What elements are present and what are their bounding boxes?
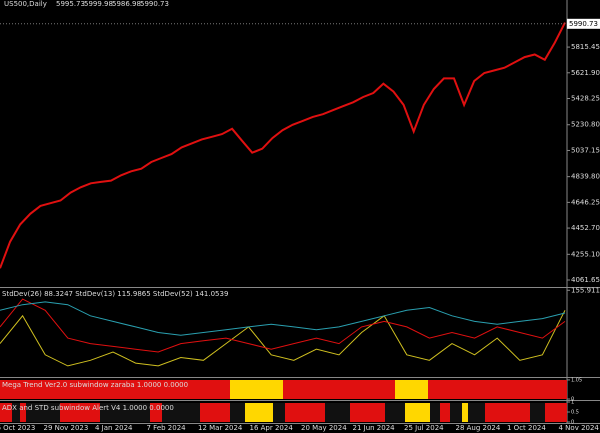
y-tick-label: 4061.65 xyxy=(571,276,600,284)
x-tick-label: 4 Nov 2024 xyxy=(559,424,600,432)
x-tick-label: 4 Jan 2024 xyxy=(95,424,133,432)
y-tick-label: 5815.45 xyxy=(571,43,600,51)
y-tick-label: 1.05 xyxy=(571,377,582,383)
current-price: 5990.73 xyxy=(569,20,598,28)
y-tick-label: 4255.10 xyxy=(571,250,600,258)
header-value: 5986.98 xyxy=(112,0,141,8)
x-tick-label: 21 Jun 2024 xyxy=(353,424,396,432)
series-line xyxy=(0,310,566,367)
x-tick-label: 20 May 2024 xyxy=(301,424,347,432)
x-tick-label: 29 Nov 2023 xyxy=(44,424,89,432)
series-line xyxy=(0,298,566,353)
current-price-box xyxy=(567,18,600,29)
y-tick-label: 1 xyxy=(571,400,574,406)
y-tick-label: 5621.90 xyxy=(571,69,600,77)
y-tick-label: 5037.15 xyxy=(571,146,600,154)
x-tick-label: 26 Oct 2023 xyxy=(0,424,35,432)
y-tick-label: 5230.80 xyxy=(571,121,600,129)
panel-title: Mega Trend Ver2.0 subwindow zaraba 1.000… xyxy=(2,381,188,389)
y-tick-label: 0 xyxy=(571,420,574,426)
y-tick-label: 0 xyxy=(571,397,574,403)
header-symbol: US500,Daily xyxy=(4,0,47,8)
y-tick-label: 0.5 xyxy=(571,410,579,416)
header-value: 5999.98 xyxy=(84,0,113,8)
y-tick-label: 5428.25 xyxy=(571,95,600,103)
mega-trend-blocks xyxy=(0,380,567,399)
x-tick-label: 25 Jul 2024 xyxy=(404,424,444,432)
panel-title: StdDev(26) 88.3247 StdDev(13) 115.9865 S… xyxy=(2,290,228,298)
x-tick-label: 7 Feb 2024 xyxy=(147,424,187,432)
series-line xyxy=(0,301,566,336)
y-tick-label: 4452.70 xyxy=(571,224,600,232)
y-tick-label: 155.9114 xyxy=(571,286,600,294)
x-tick-label: 28 Aug 2024 xyxy=(456,424,501,432)
y-tick-label: 4839.80 xyxy=(571,173,600,181)
x-tick-label: 1 Oct 2024 xyxy=(507,424,546,432)
series-line xyxy=(0,22,566,269)
header-value: 5990.73 xyxy=(140,0,169,8)
panel-title: ADX and STD subwindow Alert V4 1.0000 0.… xyxy=(2,404,174,412)
adx-blocks xyxy=(0,403,567,422)
x-tick-label: 16 Apr 2024 xyxy=(250,424,294,432)
y-tick-label: 4646.25 xyxy=(571,198,600,206)
header-value: 5995.73 xyxy=(56,0,85,8)
x-tick-label: 12 Mar 2024 xyxy=(198,424,243,432)
